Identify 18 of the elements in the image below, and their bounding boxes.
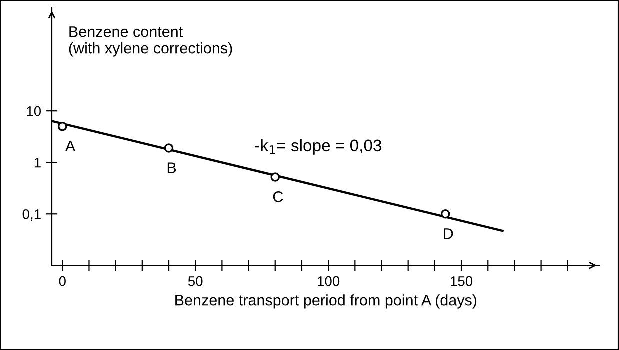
- x-tick-label: 50: [188, 276, 203, 286]
- point: [270, 172, 280, 182]
- point: [440, 209, 450, 219]
- x-axis-title: Benzene transport period from point A (days): [176, 294, 477, 309]
- x-tick-label: 150: [451, 276, 473, 286]
- annotation: B: [168, 162, 176, 174]
- annotation: D: [444, 228, 454, 240]
- y-tick-label: 0,1: [22, 209, 41, 221]
- x-tick-label: 0: [59, 276, 66, 286]
- annotation: A: [65, 141, 76, 152]
- annotation: -k$_{1}$= slope = 0,03: [255, 139, 382, 155]
- y-tick-label: 10: [27, 106, 42, 116]
- point: [164, 144, 174, 153]
- annotation: C: [273, 192, 284, 202]
- y-axis-title: Benzene content (with xylene corrections): [69, 26, 232, 57]
- point: [58, 122, 68, 132]
- x-tick-label: 100: [318, 276, 340, 286]
- y-tick-label: 1: [34, 158, 41, 168]
